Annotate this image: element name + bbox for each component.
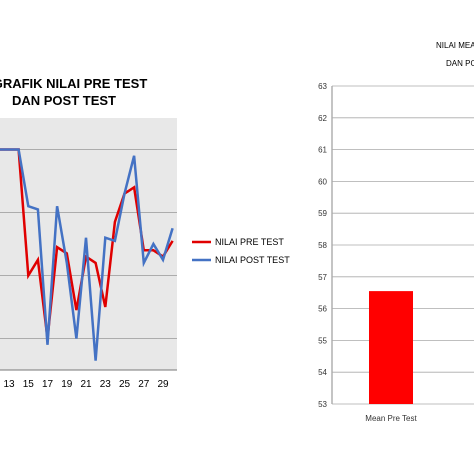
- x-tick-label: 13: [3, 379, 15, 390]
- series-line-post-test: [0, 148, 174, 361]
- x-tick-label: 25: [119, 379, 131, 390]
- legend-label-pre: NILAI PRE TEST: [215, 237, 284, 247]
- bar-y-tick-label: 58: [318, 241, 327, 250]
- bar-y-tick-label: 62: [318, 114, 327, 123]
- bar-mean-pre-test: [369, 291, 413, 404]
- legend-label-post: NILAI POST TEST: [215, 255, 290, 265]
- chart-title-line2: DAN POST TEST: [12, 93, 116, 108]
- series-group: [0, 148, 174, 361]
- bar-y-tick-label: 53: [318, 400, 327, 409]
- legend: NILAI PRE TEST NILAI POST TEST: [192, 237, 290, 265]
- bar-group: [369, 291, 413, 404]
- plot-area: [0, 118, 177, 370]
- x-tick-label: 15: [23, 379, 35, 390]
- x-axis-ticks: 13 15 17 19 21 23 25 27 29: [3, 379, 169, 390]
- x-tick-label: 17: [42, 379, 54, 390]
- bar-y-tick-label: 63: [318, 82, 327, 91]
- x-tick-label: 19: [61, 379, 73, 390]
- bar-y-tick-label: 59: [318, 209, 327, 218]
- bar-y-tick-label: 55: [318, 336, 327, 345]
- bar-category-label: Mean Pre Test: [365, 414, 417, 423]
- x-tick-label: 27: [138, 379, 150, 390]
- bar-chart-title-line2: DAN POS: [446, 59, 474, 68]
- x-tick-label: 21: [80, 379, 92, 390]
- bar-y-tick-label: 60: [318, 177, 327, 186]
- bar-gridlines: [332, 85, 474, 405]
- x-tick-label: 23: [100, 379, 112, 390]
- bar-y-tick-label: 56: [318, 305, 327, 314]
- bar-y-tick-label: 61: [318, 146, 327, 155]
- bar-y-tick-label: 54: [318, 368, 327, 377]
- chart-title-line1: GRAFIK NILAI PRE TEST: [0, 76, 147, 91]
- x-tick-label: 29: [157, 379, 169, 390]
- bar-chart-title-line1: NILAI MEAN: [436, 41, 474, 50]
- bar-y-axis-ticks: 53 54 55 56 57 58 59 60 61 62 63: [318, 82, 327, 409]
- line-chart: GRAFIK NILAI PRE TEST DAN POST TEST 13 15…: [0, 76, 290, 390]
- series-line-pre-test: [0, 148, 174, 339]
- bar-y-tick-label: 57: [318, 273, 327, 282]
